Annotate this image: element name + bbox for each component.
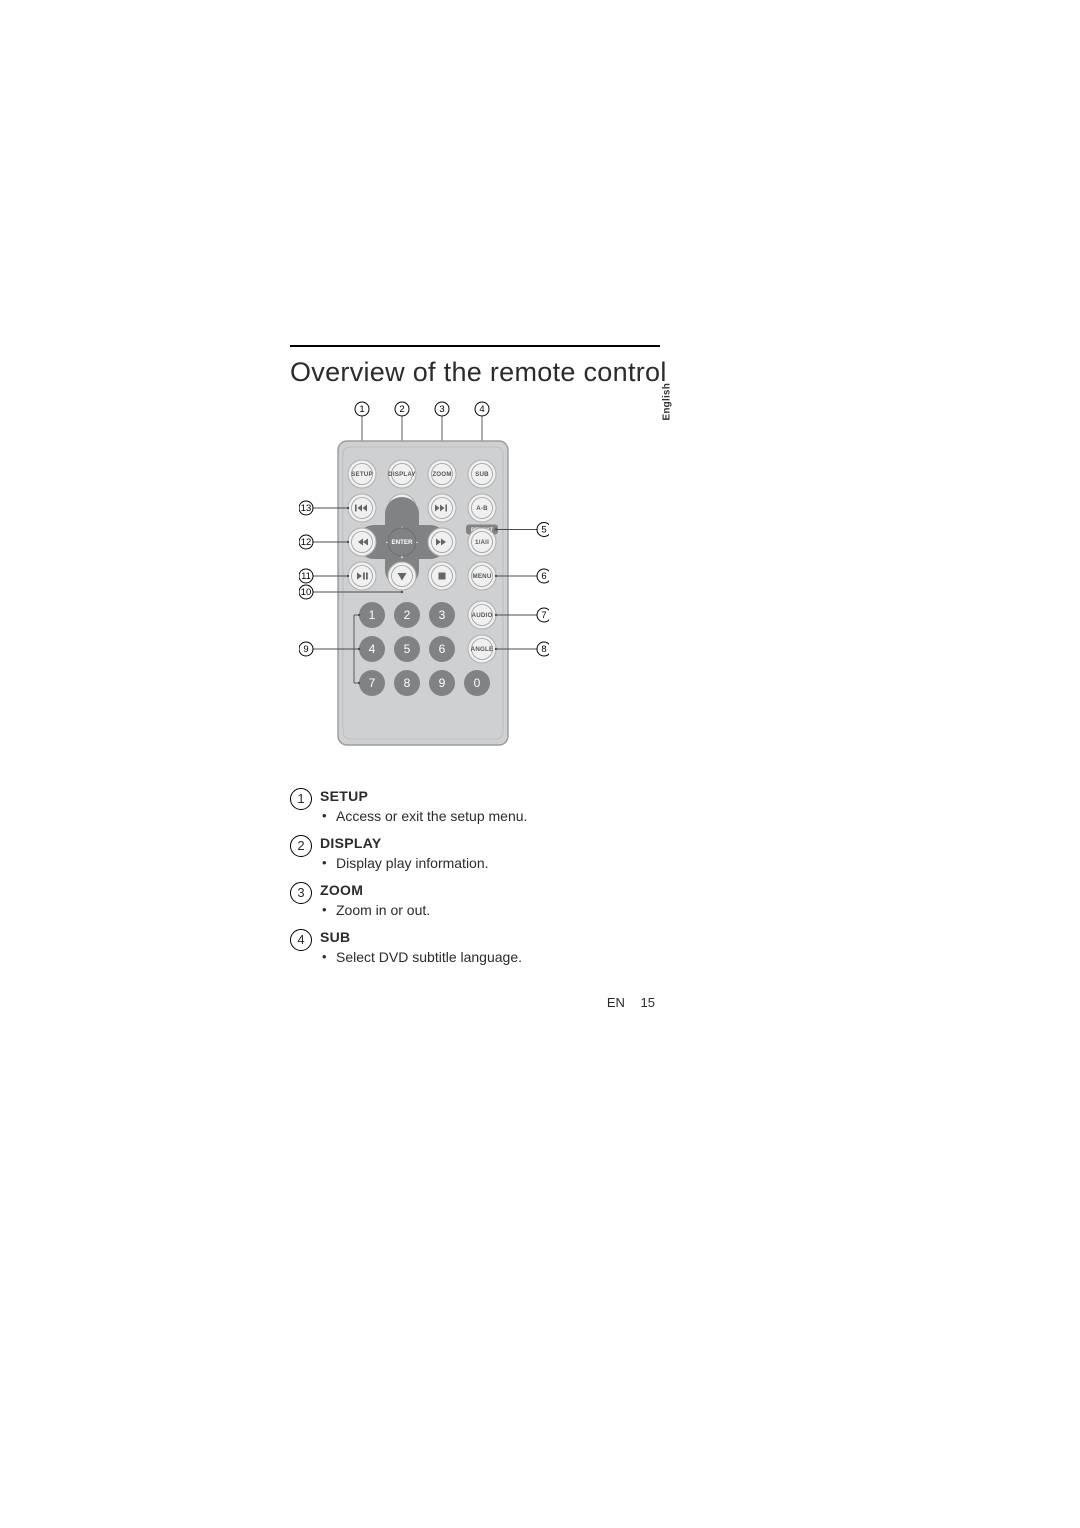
nav-down-button [388, 562, 416, 590]
definition-item: 4 SUB Select DVD subtitle language. [290, 929, 690, 967]
svg-text:2: 2 [399, 404, 404, 415]
section-title: Overview of the remote control [290, 357, 667, 388]
num-2-button: 2 [394, 602, 420, 628]
svg-text:SETUP: SETUP [351, 471, 373, 478]
remote-diagram: 1 2 3 4 [299, 397, 549, 762]
angle-button: ANGLE [468, 635, 496, 663]
svg-text:MENU: MENU [472, 573, 491, 580]
svg-text:9: 9 [303, 644, 308, 655]
svg-text:3: 3 [439, 404, 444, 415]
svg-text:13: 13 [301, 503, 312, 514]
definition-title: ZOOM [320, 882, 690, 898]
ffwd-button [428, 528, 456, 556]
definitions-list: 1 SETUP Access or exit the setup menu. 2… [290, 788, 690, 976]
language-tab: English [662, 383, 673, 421]
footer-lang: EN [607, 995, 625, 1010]
definition-title: SUB [320, 929, 690, 945]
display-button: DISPLAY [388, 460, 416, 488]
svg-text:4: 4 [369, 642, 376, 656]
footer-page-number: 15 [641, 995, 655, 1010]
svg-text:ANGLE: ANGLE [471, 646, 494, 653]
callout-number: 1 [290, 788, 312, 810]
prev-track-button [348, 494, 376, 522]
playpause-button [348, 562, 376, 590]
svg-text:6: 6 [439, 642, 446, 656]
stop-button [428, 562, 456, 590]
svg-text:7: 7 [369, 676, 376, 690]
callout-number: 4 [290, 929, 312, 951]
definition-bullet: Access or exit the setup menu. [336, 807, 690, 826]
svg-text:10: 10 [301, 587, 312, 598]
num-7-button: 7 [359, 670, 385, 696]
num-4-button: 4 [359, 636, 385, 662]
svg-text:7: 7 [541, 610, 546, 621]
callout-number: 2 [290, 835, 312, 857]
svg-text:3: 3 [439, 608, 446, 622]
svg-text:0: 0 [474, 676, 481, 690]
page-footer: EN 15 [607, 995, 655, 1010]
svg-text:1/All: 1/All [475, 539, 489, 546]
svg-text:8: 8 [541, 644, 546, 655]
definition-bullet: Zoom in or out. [336, 901, 690, 920]
svg-text:1: 1 [359, 404, 364, 415]
svg-text:A-B: A-B [476, 505, 488, 512]
manual-page: Overview of the remote control English 1… [0, 0, 1080, 1528]
svg-text:1: 1 [369, 608, 376, 622]
stop-icon [439, 573, 446, 580]
definition-item: 2 DISPLAY Display play information. [290, 835, 690, 873]
definition-title: SETUP [320, 788, 690, 804]
svg-text:AUDIO: AUDIO [472, 612, 493, 619]
rewind-button [348, 528, 376, 556]
svg-text:9: 9 [439, 676, 446, 690]
svg-text:5: 5 [541, 525, 546, 536]
next-track-button [428, 494, 456, 522]
definition-item: 1 SETUP Access or exit the setup menu. [290, 788, 690, 826]
num-9-button: 9 [429, 670, 455, 696]
num-0-button: 0 [464, 670, 490, 696]
svg-text:DISPLAY: DISPLAY [388, 471, 416, 478]
svg-text:ENTER: ENTER [392, 539, 414, 546]
sub-button: SUB [468, 460, 496, 488]
svg-text:4: 4 [479, 404, 484, 415]
definition-bullet: Display play information. [336, 854, 690, 873]
zoom-button: ZOOM [428, 460, 456, 488]
svg-text:6: 6 [541, 571, 546, 582]
num-5-button: 5 [394, 636, 420, 662]
svg-text:11: 11 [301, 571, 311, 582]
definition-item: 3 ZOOM Zoom in or out. [290, 882, 690, 920]
setup-button: SETUP [348, 460, 376, 488]
section-divider [290, 345, 660, 347]
enter-button: ENTER [388, 528, 416, 556]
repeat-1all-button: 1/All [468, 528, 496, 556]
definition-bullet: Select DVD subtitle language. [336, 948, 690, 967]
svg-text:SUB: SUB [475, 471, 489, 478]
svg-text:ZOOM: ZOOM [432, 471, 451, 478]
callout-number: 3 [290, 882, 312, 904]
svg-text:5: 5 [404, 642, 411, 656]
svg-text:2: 2 [404, 608, 411, 622]
num-8-button: 8 [394, 670, 420, 696]
definition-title: DISPLAY [320, 835, 690, 851]
svg-text:12: 12 [301, 537, 312, 548]
ab-repeat-button: A-B [468, 494, 496, 522]
num-3-button: 3 [429, 602, 455, 628]
num-6-button: 6 [429, 636, 455, 662]
menu-button: MENU [468, 562, 496, 590]
svg-text:8: 8 [404, 676, 411, 690]
audio-button: AUDIO [468, 601, 496, 629]
num-1-button: 1 [359, 602, 385, 628]
